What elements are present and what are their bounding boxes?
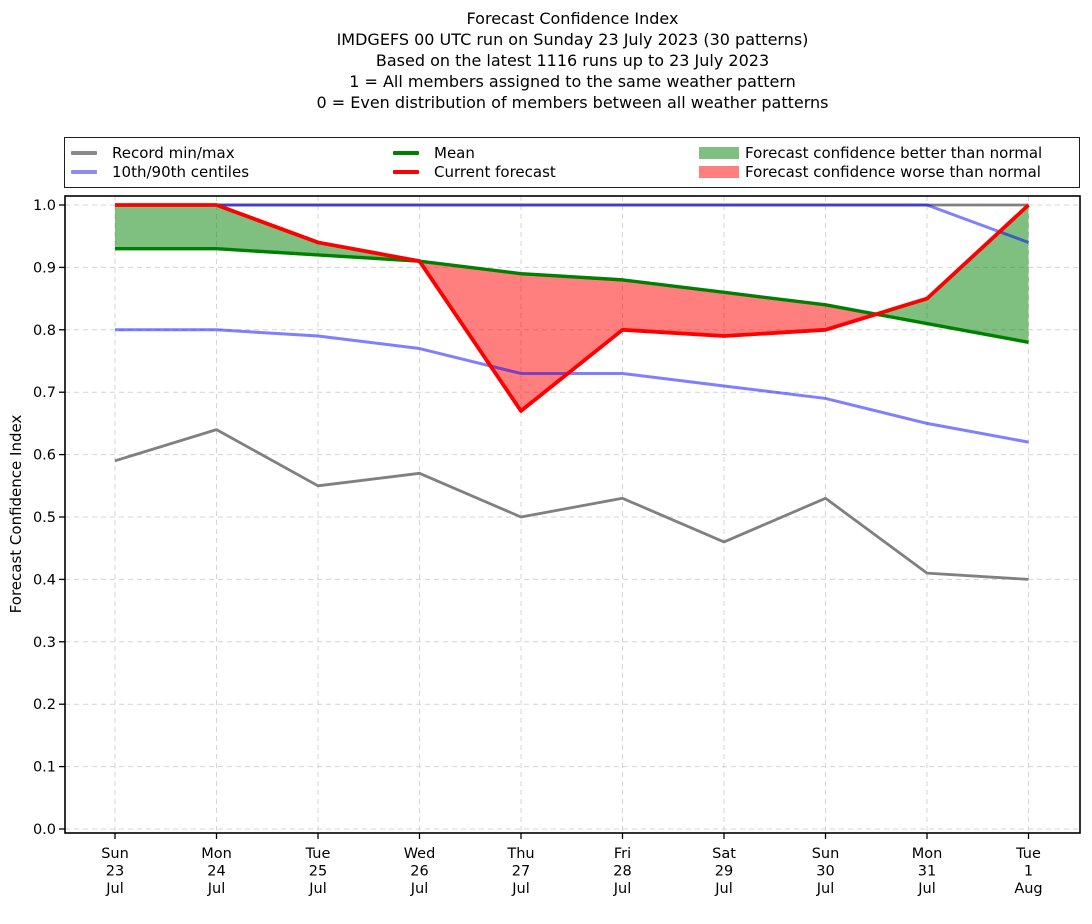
y-tick-label: 0.0: [33, 822, 56, 838]
plot-border: [64, 195, 1081, 834]
chart-title-block: Forecast Confidence Index IMDGEFS 00 UTC…: [65, 8, 1080, 113]
legend-label: Forecast confidence better than normal: [745, 144, 1043, 162]
y-tick-label: 0.5: [33, 510, 56, 526]
series-p10-line: [115, 328, 1029, 444]
y-tick-labels: 0.0 0.1 0.2 0.3 0.4 0.5 0.6 0.7 0.8 0.9 1.0: [33, 198, 56, 838]
series-record_min-line: [114, 428, 1029, 581]
legend-item-better-than-normal: Forecast confidence better than normal: [699, 144, 1042, 162]
series-lines: [114, 203, 1030, 581]
y-tick-label: 0.1: [33, 760, 56, 776]
legend-item-record-minmax: Record min/max: [71, 144, 235, 162]
x-tick-labels: Sun 23 Jul Mon 24 Jul Tue 25 Jul Wed 26 Jul Thu 27 Jul…: [101, 846, 1042, 897]
legend-item-worse-than-normal: Forecast confidence worse than normal: [699, 163, 1041, 181]
legend-label: Record min/max: [112, 144, 235, 162]
x-tick-label: Mon 24 Jul: [201, 846, 232, 897]
better-than-normal-patch-swatch: [699, 147, 739, 159]
worse-than-normal-patch-swatch: [699, 166, 739, 178]
y-tick-label: 0.6: [33, 448, 56, 464]
axis-ticks: [59, 204, 1030, 839]
x-tick-label: Sat 29 Jul: [712, 846, 736, 897]
chart-subtitle-scale-0: 0 = Even distribution of members between…: [316, 93, 829, 112]
y-tick-label: 0.3: [33, 635, 56, 651]
y-tick-label: 1.0: [33, 198, 56, 214]
current-forecast-line-swatch: [393, 170, 419, 174]
chart-title: Forecast Confidence Index: [466, 9, 679, 28]
x-tick-label: Fri 28 Jul: [613, 846, 632, 897]
record-minmax-line-swatch: [71, 151, 97, 155]
y-tick-label: 0.4: [33, 572, 56, 588]
x-tick-label: Tue 25 Jul: [305, 846, 331, 897]
y-tick-label: 0.7: [33, 385, 56, 401]
legend-label: 10th/90th centiles: [112, 163, 250, 181]
legend: Record min/max 10th/90th centiles Mean C…: [64, 137, 1080, 188]
chart-subtitle-scale-1: 1 = All members assigned to the same wea…: [349, 72, 796, 91]
legend-label: Current forecast: [434, 163, 556, 181]
x-tick-label: Sun 30 Jul: [812, 846, 840, 897]
x-tick-label: Thu 27 Jul: [506, 846, 534, 897]
mean-line-swatch: [393, 151, 419, 155]
series-p90-line: [115, 203, 1030, 244]
x-tick-label: Sun 23 Jul: [101, 846, 129, 897]
y-tick-label: 0.9: [33, 260, 56, 276]
y-tick-label: 0.2: [33, 697, 56, 713]
series-forecast-line: [115, 203, 1030, 413]
y-tick-label: 0.8: [33, 323, 56, 339]
x-tick-label: Wed 26 Jul: [404, 846, 436, 897]
chart-subtitle-run: IMDGEFS 00 UTC run on Sunday 23 July 202…: [336, 30, 809, 49]
x-tick-label: Mon 31 Jul: [912, 846, 943, 897]
better-than-normal-fill: [876, 205, 1029, 343]
chart-subtitle-runs-count: Based on the latest 1116 runs up to 23 J…: [375, 51, 770, 70]
legend-item-centiles: 10th/90th centiles: [71, 163, 249, 181]
centiles-line-swatch: [71, 170, 97, 174]
legend-item-current-forecast: Current forecast: [393, 163, 556, 181]
legend-item-mean: Mean: [393, 144, 475, 162]
x-tick-label: Tue 1 Aug: [1014, 846, 1042, 897]
legend-label: Forecast confidence worse than normal: [745, 163, 1041, 181]
legend-label: Mean: [434, 144, 475, 162]
